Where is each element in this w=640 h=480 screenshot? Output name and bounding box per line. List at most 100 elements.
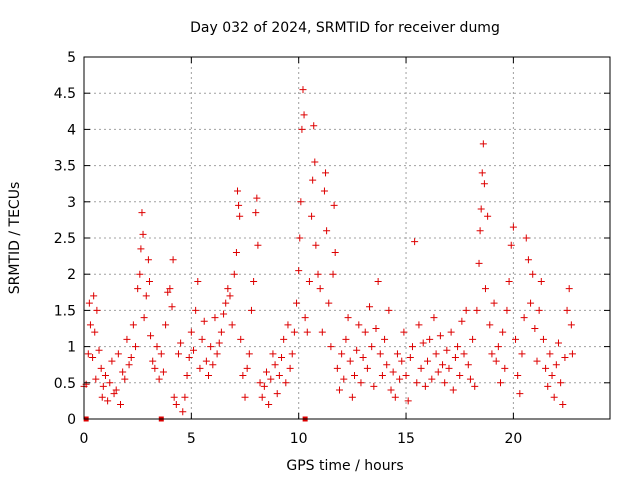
data-point [155,375,163,383]
y-tick-label: 5 [67,50,76,66]
data-point [170,393,178,401]
data-point [282,379,290,387]
x-axis-label: GPS time / hours [286,458,403,474]
data-points [80,86,576,416]
data-point [209,361,217,369]
data-point [166,285,174,293]
y-tick-label: 4 [67,122,76,138]
data-point [207,343,215,351]
data-point [391,393,399,401]
data-point [323,227,331,235]
data-point [554,339,562,347]
data-point [563,306,571,314]
data-point [565,285,573,293]
data-point [181,393,189,401]
data-point [162,321,170,329]
data-point [398,357,406,365]
data-point [269,350,277,358]
data-point [490,299,498,307]
data-point [479,140,487,148]
data-point [478,169,486,177]
data-point [258,393,266,401]
data-point [293,299,301,307]
y-tick-label: 3.5 [54,159,76,175]
data-point [245,350,253,358]
x-tick-label: 10 [290,431,308,447]
data-point [92,375,100,383]
y-tick-label: 1 [67,340,76,356]
data-point [568,350,576,358]
data-point [288,350,296,358]
data-point [507,241,515,249]
data-point [344,314,352,322]
data-point [331,248,339,256]
data-point [359,353,367,361]
data-point [91,328,99,336]
data-point [481,285,489,293]
data-point [134,285,142,293]
data-point [524,256,532,264]
data-point [140,314,148,322]
data-point [318,328,326,336]
data-point [230,270,238,278]
data-point [243,364,251,372]
data-point [342,335,350,343]
data-point [235,201,243,209]
data-point [330,201,338,209]
data-point [381,335,389,343]
data-point [303,328,311,336]
data-point [368,343,376,351]
data-point [327,343,335,351]
data-point [280,335,288,343]
x-tick-label: 5 [187,431,196,447]
data-point [114,350,122,358]
data-point [559,401,567,409]
data-point [529,270,537,278]
data-point [262,368,270,376]
grid [84,57,610,419]
data-point [123,335,131,343]
data-point [340,375,348,383]
data-point [432,350,440,358]
data-point [297,198,305,206]
x-tick-label: 15 [397,431,415,447]
data-point [247,306,255,314]
data-point [129,321,137,329]
data-point [232,248,240,256]
data-point [552,361,560,369]
data-point [320,187,328,195]
data-point [271,361,279,369]
data-point [469,335,477,343]
data-point [211,314,219,322]
y-tick-label: 3 [67,195,76,211]
data-point [447,328,455,336]
data-point [305,277,313,285]
data-point [516,390,524,398]
data-point [112,386,120,394]
data-point [389,368,397,376]
data-point [125,361,133,369]
data-point [445,364,453,372]
data-point [338,350,346,358]
data-point [464,361,472,369]
data-point [497,379,505,387]
data-point [151,364,159,372]
data-point [494,343,502,351]
data-point [298,125,306,133]
data-point [370,382,378,390]
data-point [322,169,330,177]
data-point [226,292,234,300]
data-point [290,328,298,336]
data-point [503,306,511,314]
data-point [312,241,320,249]
data-point [421,382,429,390]
data-point [520,314,528,322]
data-point [548,372,556,380]
data-point [544,382,552,390]
data-point [441,379,449,387]
data-point [355,321,363,329]
data-point [205,372,213,380]
data-point [104,397,112,405]
data-point [194,277,202,285]
